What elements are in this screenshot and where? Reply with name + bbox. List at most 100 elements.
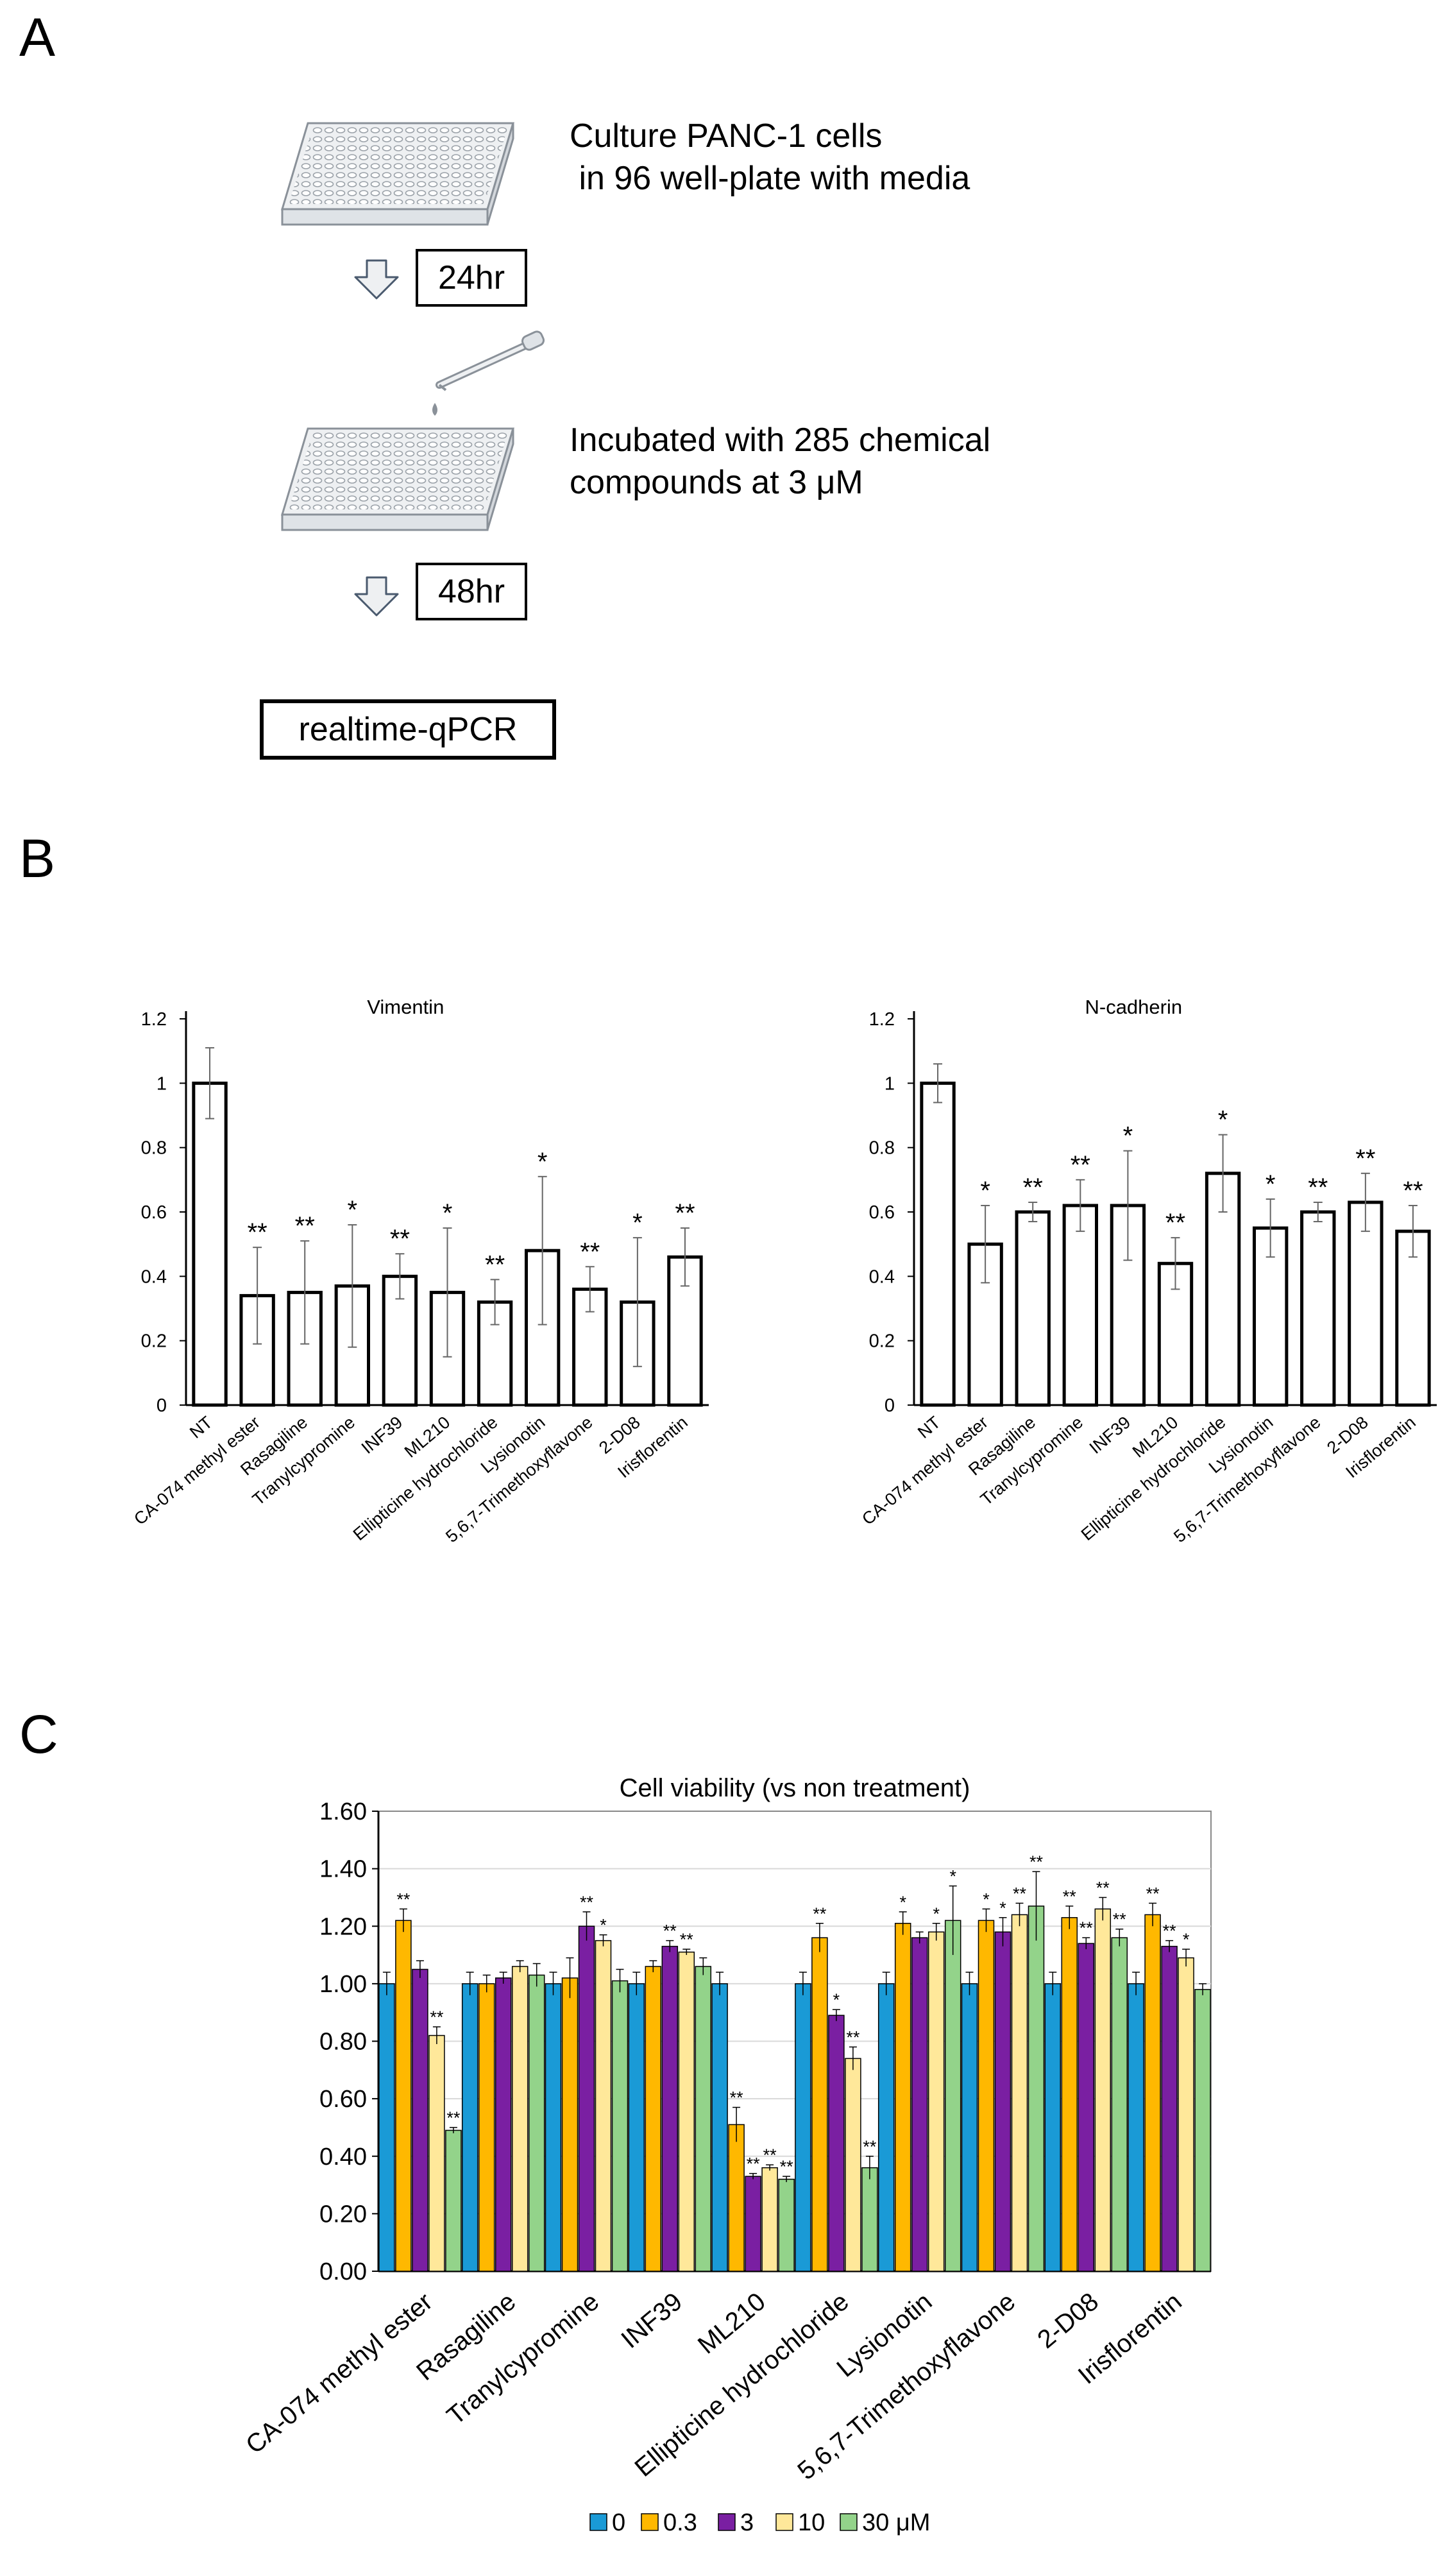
panel-c-label: C [19,1704,58,1764]
bar [978,1920,995,2272]
y-tick-label: 0.2 [869,1331,895,1352]
significance-mark: ** [1403,1177,1423,1205]
bar [192,1081,228,1407]
bar [545,1983,562,2272]
significance-mark: ** [580,1893,594,1912]
bar [628,1983,645,2272]
significance-mark: ** [396,1889,411,1909]
bar [961,1983,978,2272]
y-tick-label: 0.6 [141,1202,167,1223]
y-tick-label: 1.20 [319,1913,367,1940]
y-tick-label: 1.60 [319,1798,367,1825]
bar [445,2129,462,2272]
bar [778,2178,795,2272]
bar [578,1925,595,2272]
panel-a-label: A [19,7,56,67]
bar [1128,1983,1144,2272]
bar [795,1983,811,2272]
bar [495,1977,512,2272]
qpcr-box: realtime-qPCR [260,699,556,760]
bar [1111,1937,1128,2272]
y-tick-label: 0.60 [319,2086,367,2113]
bar [861,2167,878,2272]
significance-mark: ** [1071,1151,1090,1179]
significance-mark: ** [680,1930,694,1949]
y-tick-label: 0.2 [141,1331,167,1352]
bar [611,1980,629,2272]
x-tick-label: NT [186,1413,216,1442]
wait-48hr-box: 48hr [416,563,527,620]
significance-mark: * [999,1898,1006,1918]
well-plate-icon [280,427,515,531]
x-tick-label: ML210 [693,2287,771,2359]
significance-mark: ** [295,1212,315,1240]
x-tick-label: NT [914,1413,944,1442]
y-tick-label: 0.20 [319,2201,367,2228]
x-tick-label: 2-D08 [1032,2287,1104,2354]
cell-viability-chart: Cell viability (vs non treatment) 0.00 0.2… [241,1774,1212,2536]
significance-mark: ** [663,1922,677,1941]
y-tick-label: 0.4 [141,1266,167,1287]
bar [1011,1914,1028,2272]
chart-title: Vimentin [367,996,444,1018]
y-tick-label: 1.00 [319,1971,367,1998]
bar [1348,1200,1384,1407]
bar [1015,1210,1051,1407]
legend-label: 0 [612,2509,625,2536]
down-arrow-icon [354,576,399,617]
bar [828,2015,845,2272]
significance-mark: ** [730,2088,744,2108]
bar [1300,1210,1336,1407]
bar [994,1931,1012,2272]
bar [511,1966,529,2272]
chart-title: Cell viability (vs non treatment) [620,1774,970,1802]
y-tick-label: 1 [885,1073,895,1094]
significance-mark: ** [390,1225,410,1253]
significance-mark: * [983,1889,990,1909]
y-tick-label: 0.40 [319,2144,367,2170]
significance-mark: ** [763,2145,777,2165]
significance-mark: ** [1096,1878,1110,1897]
significance-mark: * [538,1148,548,1176]
legend-label: 30 μM [862,2509,930,2536]
bar [944,1920,961,2272]
y-tick-label: 1.40 [319,1856,367,1883]
chart-title: N-cadherin [1085,996,1182,1018]
y-tick-label: 1.2 [141,1009,167,1030]
bar [461,1983,478,2272]
legend-swatch [589,2513,607,2531]
bar [745,2176,761,2272]
wait-24hr-box: 24hr [416,249,527,307]
x-tick-label: INF39 [1086,1413,1135,1458]
bar [761,2167,778,2272]
bar [561,1977,579,2272]
step2-text-line1: Incubated with 285 chemical [570,422,991,459]
significance-mark: * [933,1904,940,1923]
bar [378,1983,395,2272]
significance-mark: * [632,1209,643,1237]
significance-mark: ** [1029,1852,1044,1872]
bar [845,2058,861,2272]
significance-mark: ** [485,1250,505,1279]
bar [1395,1229,1431,1407]
legend-label: 0.3 [663,2509,697,2536]
panel-b-label: B [19,828,56,889]
legend-swatch [840,2513,858,2531]
y-tick-label: 0 [157,1395,167,1416]
significance-mark: * [1183,1930,1190,1949]
significance-mark: ** [780,2157,794,2176]
bar [1078,1943,1095,2272]
bar [1161,1945,1178,2272]
significance-mark: * [348,1196,358,1224]
significance-mark: * [980,1177,990,1205]
x-tick-label: Tranylcypromine [442,2287,605,2430]
significance-mark: ** [863,2137,877,2156]
legend-label: 10 [798,2509,825,2536]
bar [478,1983,495,2272]
significance-mark: * [443,1199,453,1227]
significance-mark: * [600,1916,607,1935]
legend-label: 3 [740,2509,754,2536]
significance-mark: ** [1013,1884,1027,1903]
y-tick-label: 0 [885,1395,895,1416]
significance-mark: ** [580,1238,600,1266]
